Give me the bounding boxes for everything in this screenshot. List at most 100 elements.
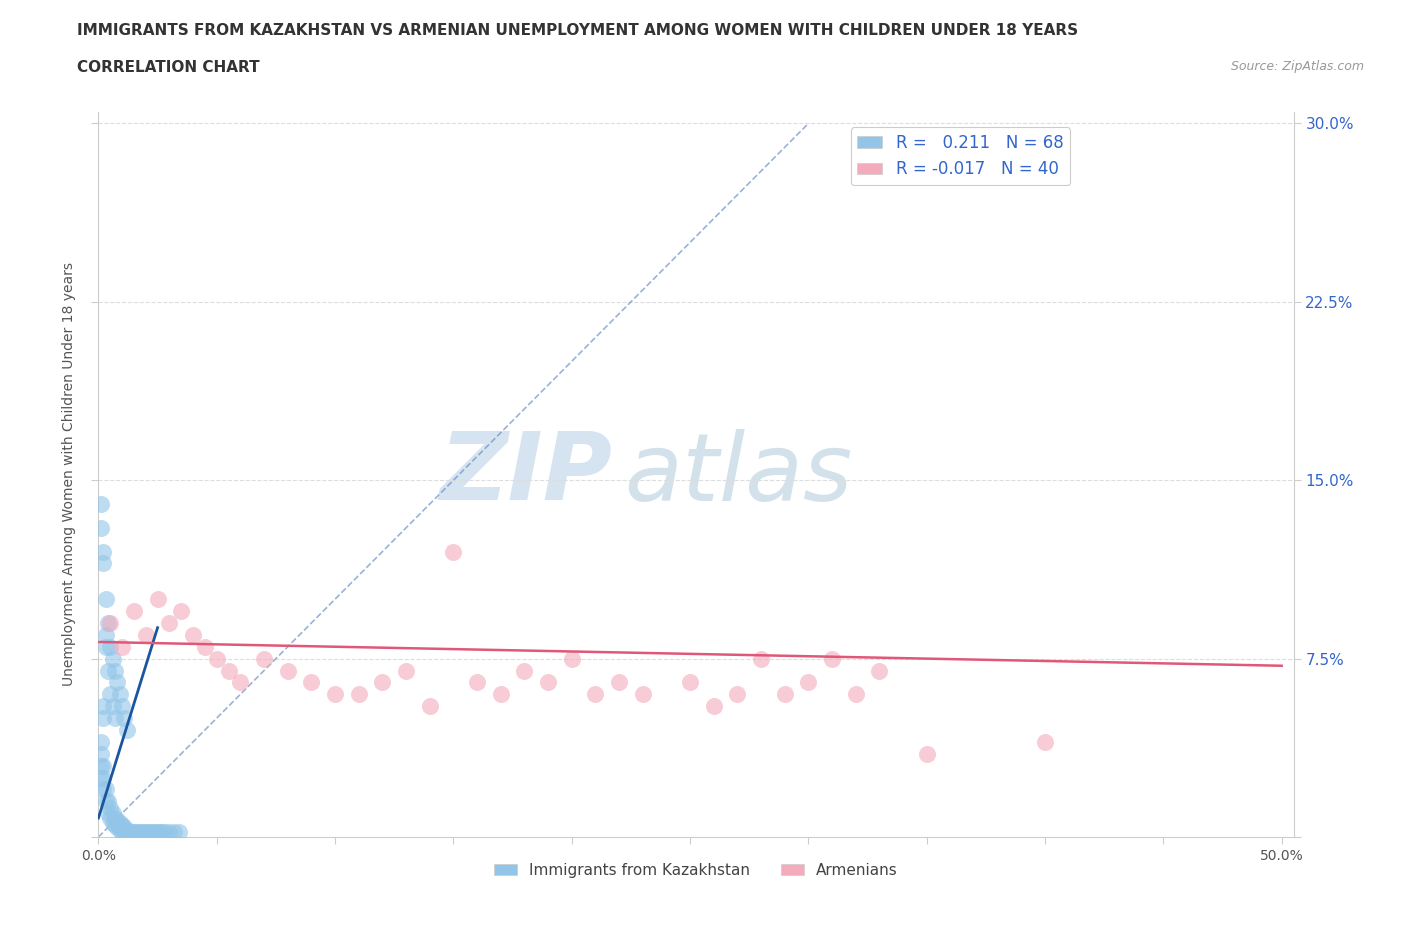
Point [1033, 735, 1056, 750]
Text: Source: ZipAtlas.com: Source: ZipAtlas.com [1230, 60, 1364, 73]
Point [163, 825, 186, 840]
Point [797, 675, 820, 690]
Point [143, 825, 166, 840]
Point [94, 794, 117, 809]
Point [94, 628, 117, 643]
Point [111, 825, 134, 840]
Point [142, 825, 165, 840]
Point [513, 663, 536, 678]
Legend: Immigrants from Kazakhstan, Armenians: Immigrants from Kazakhstan, Armenians [488, 857, 904, 884]
Point [90, 521, 112, 536]
Point [139, 825, 162, 840]
Point [98, 687, 121, 702]
Point [111, 698, 134, 713]
Point [167, 825, 190, 840]
Point [91, 556, 114, 571]
Point [149, 825, 172, 840]
Point [111, 639, 134, 654]
Point [299, 675, 322, 690]
Point [97, 794, 120, 809]
Point [91, 770, 114, 785]
Point [631, 687, 654, 702]
Point [90, 758, 112, 773]
Text: ZIP: ZIP [440, 429, 613, 520]
Point [136, 825, 159, 840]
Point [128, 825, 150, 840]
Point [121, 825, 143, 840]
Point [115, 822, 138, 837]
Point [150, 825, 173, 840]
Point [229, 675, 252, 690]
Point [98, 811, 121, 826]
Text: IMMIGRANTS FROM KAZAKHSTAN VS ARMENIAN UNEMPLOYMENT AMONG WOMEN WITH CHILDREN UN: IMMIGRANTS FROM KAZAKHSTAN VS ARMENIAN U… [77, 23, 1078, 38]
Point [135, 825, 157, 840]
Point [105, 813, 128, 828]
Point [91, 544, 114, 559]
Point [97, 663, 120, 678]
Point [703, 698, 725, 713]
Point [561, 651, 583, 666]
Point [98, 801, 121, 816]
Point [90, 497, 112, 512]
Point [97, 805, 120, 820]
Point [91, 711, 114, 725]
Text: CORRELATION CHART: CORRELATION CHART [77, 60, 260, 75]
Point [108, 687, 131, 702]
Point [90, 770, 112, 785]
Point [323, 687, 346, 702]
Point [108, 822, 131, 837]
Point [395, 663, 418, 678]
Point [419, 698, 441, 713]
Point [153, 825, 176, 840]
Point [146, 825, 169, 840]
Point [181, 628, 204, 643]
Y-axis label: Unemployment Among Women with Children Under 18 years: Unemployment Among Women with Children U… [62, 262, 76, 686]
Point [108, 816, 131, 830]
Point [115, 723, 138, 737]
Point [371, 675, 394, 690]
Point [105, 675, 128, 690]
Point [94, 639, 117, 654]
Point [773, 687, 796, 702]
Point [114, 711, 136, 725]
Point [845, 687, 868, 702]
Point [101, 698, 124, 713]
Point [537, 675, 560, 690]
Point [194, 639, 217, 654]
Point [104, 811, 127, 826]
Point [749, 651, 772, 666]
Point [583, 687, 606, 702]
Point [679, 675, 702, 690]
Point [170, 604, 193, 618]
Point [101, 651, 124, 666]
Point [105, 820, 128, 835]
Point [915, 746, 938, 761]
Point [347, 687, 370, 702]
Point [441, 544, 464, 559]
Point [115, 825, 138, 840]
Point [91, 782, 114, 797]
Point [122, 825, 145, 840]
Point [98, 616, 121, 631]
Point [277, 663, 299, 678]
Point [607, 675, 630, 690]
Point [90, 746, 112, 761]
Point [868, 663, 890, 678]
Point [111, 817, 134, 832]
Point [104, 711, 127, 725]
Point [101, 805, 124, 820]
Point [91, 758, 114, 773]
Point [157, 825, 180, 840]
Point [465, 675, 488, 690]
Point [135, 628, 157, 643]
Point [253, 651, 276, 666]
Point [129, 825, 152, 840]
Point [114, 825, 136, 840]
Text: atlas: atlas [624, 429, 852, 520]
Point [94, 591, 117, 606]
Point [725, 687, 748, 702]
Point [489, 687, 512, 702]
Point [98, 639, 121, 654]
Point [118, 825, 141, 840]
Point [821, 651, 844, 666]
